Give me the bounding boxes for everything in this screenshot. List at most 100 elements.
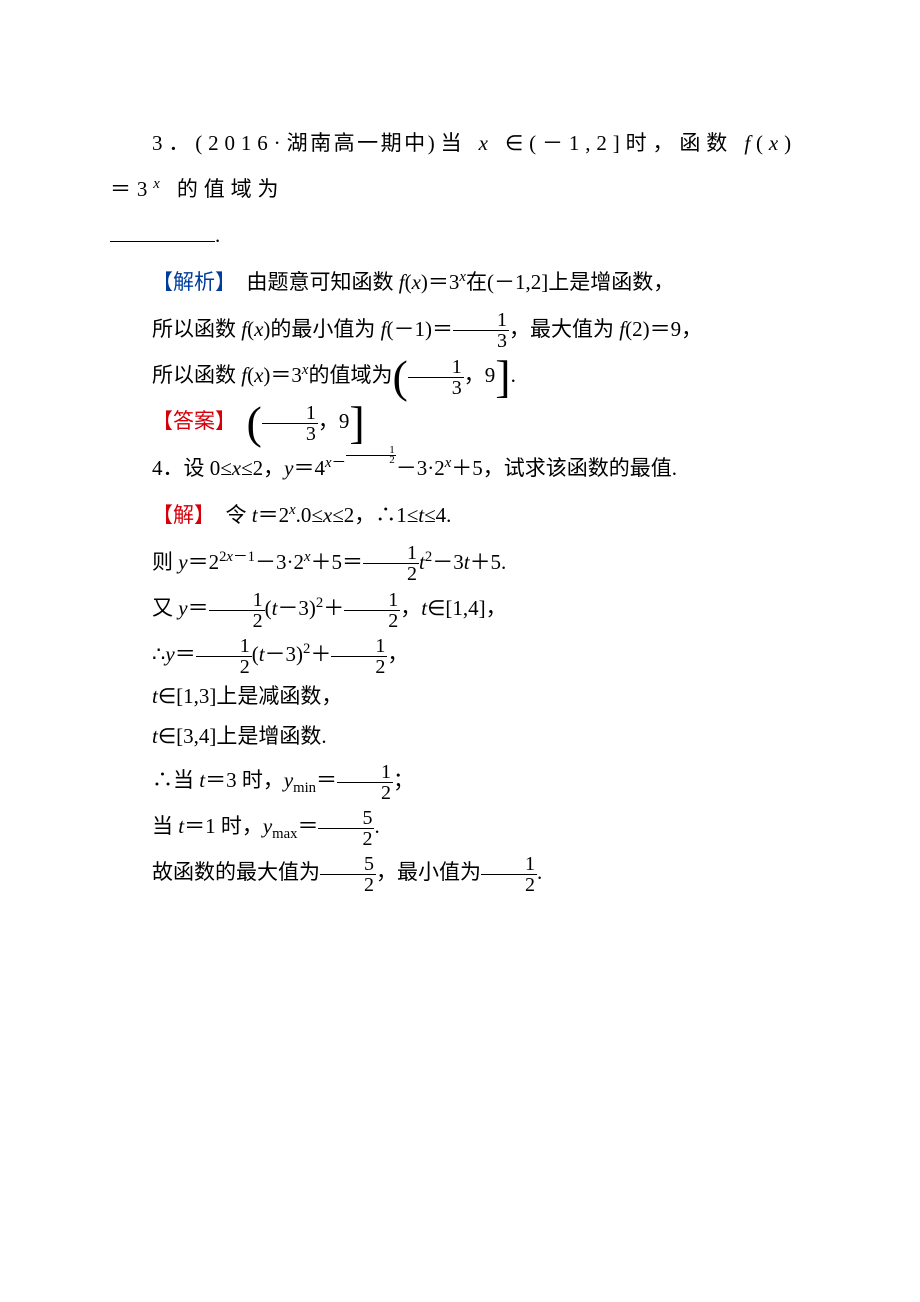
p4s2-p5: ＋5. xyxy=(470,550,507,574)
ans-comma: ， xyxy=(318,409,339,433)
frac-5-2b: 52 xyxy=(320,854,376,895)
p3a2-rp: )的最小值为 xyxy=(263,317,380,341)
rbracket-big: ] xyxy=(495,351,510,402)
p3-src-post: ) xyxy=(428,131,441,155)
p4s3-comma: ， xyxy=(400,596,421,620)
p3a1-seg1: 由题意可知函数 xyxy=(247,270,399,294)
p4s1-dot: .0≤ xyxy=(296,503,323,527)
p4s1-therefore: ∴1≤ xyxy=(375,503,418,527)
p4s2-rest: －3 xyxy=(432,550,464,574)
p4s8-y: y xyxy=(263,814,272,838)
p4-sol-5: t∈[1,3]上是减函数， xyxy=(110,677,810,717)
p4-sol-4: ∴y＝12(t－3)2＋12， xyxy=(110,631,810,677)
p4-sol-6: t∈[3,4]上是增函数. xyxy=(110,717,810,757)
p4-mid: －3·2 xyxy=(396,456,445,480)
p4s1-eq: ＝2 xyxy=(258,503,290,527)
p3-src: 湖南高一期中 xyxy=(287,131,428,155)
p4s2-eq: ＝2 xyxy=(188,550,220,574)
p4s7-sub: min xyxy=(293,780,316,796)
p4s7-eq3: ＝3 时， xyxy=(205,768,284,792)
p3a3-rp: )＝3 xyxy=(263,363,302,387)
p4-plus5: ＋5，试求该函数的最值. xyxy=(451,456,677,480)
p4-le: ≤2， xyxy=(241,456,284,480)
p4s8-eq1: ＝1 时， xyxy=(184,814,263,838)
p4s1-seg: 令 xyxy=(226,503,252,527)
p4s4-y: y xyxy=(165,642,174,666)
p3a3-seg2: 的值域为 xyxy=(308,363,392,387)
p4s3-eq: ＝ xyxy=(188,596,209,620)
p3-tail: 的值域为 xyxy=(177,177,285,201)
p4-sol-8: 当 t＝1 时，ymax＝52. xyxy=(110,803,810,849)
p4s2-y: y xyxy=(178,550,187,574)
p3-sup: x xyxy=(153,176,165,192)
p3-analysis-2: 所以函数 f(x)的最小值为 f(－1)＝13，最大值为 f(2)＝9， xyxy=(110,306,810,352)
fill-blank-line xyxy=(110,239,215,242)
p4s1-x: x xyxy=(323,503,332,527)
p3-when: 当 xyxy=(441,131,468,155)
frac-half-a: 12 xyxy=(363,543,419,584)
page: 3．(2016·湖南高一期中)当 x ∈(－1,2]时，函数 f(x)＝3x 的… xyxy=(0,0,920,1302)
p4s4-eq: ＝ xyxy=(175,642,196,666)
p3a3-seg1: 所以函数 xyxy=(152,363,241,387)
p4s1-le2: ≤2， xyxy=(332,503,375,527)
p3-xv: x xyxy=(769,131,784,155)
p4s4-therefore: ∴ xyxy=(152,642,165,666)
p4s2-plus5: ＋5＝ xyxy=(311,550,364,574)
p4s8-sub: max xyxy=(272,826,297,842)
p4s2-seg: 则 xyxy=(152,550,178,574)
frac-half-b: 12 xyxy=(209,590,265,631)
p3a1-x: x xyxy=(412,270,421,294)
p4-sol-3: 又 y＝12(t－3)2＋12，t∈[1,4]， xyxy=(110,585,810,631)
p3a1-rp: )＝3 xyxy=(421,270,460,294)
p3-f: f xyxy=(744,131,756,155)
p3a3-period: . xyxy=(511,363,516,387)
frac-half-f: 12 xyxy=(337,762,393,803)
p4s8-period: . xyxy=(374,814,379,838)
p4s7-y: y xyxy=(284,768,293,792)
p3-period: . xyxy=(215,223,220,247)
p3a2-seg1: 所以函数 xyxy=(152,317,241,341)
p3a2-seg2: ，最大值为 xyxy=(509,317,619,341)
p3a1-lp: ( xyxy=(405,270,412,294)
p4s7-eq: ＝ xyxy=(316,768,337,792)
frac-5-2a: 52 xyxy=(318,808,374,849)
p4s7-semi: ； xyxy=(393,768,414,792)
p3-src-pre: (2016· xyxy=(195,131,286,155)
p4-x1: x xyxy=(232,456,241,480)
p4s9-period: . xyxy=(537,860,542,884)
label-answer: 【答案】 xyxy=(152,410,226,433)
p4s4-m3: －3) xyxy=(265,642,304,666)
ans-nine: 9 xyxy=(339,409,350,433)
p3a3-nine: 9 xyxy=(485,363,496,387)
p4s4-plus: ＋ xyxy=(310,642,331,666)
p4s9-seg1: 故函数的最大值为 xyxy=(152,860,320,884)
p3-interval: (－1,2] xyxy=(529,131,626,155)
sup-half: 12 xyxy=(346,446,396,467)
p4s4-comma: ， xyxy=(387,642,408,666)
label-analysis: 【解析】 xyxy=(152,271,226,294)
p4s3-in: ∈[1,4]， xyxy=(427,596,507,620)
p4s8-seg: 当 xyxy=(152,814,178,838)
p4s3-plus: ＋ xyxy=(323,596,344,620)
p4s3-seg: 又 xyxy=(152,596,178,620)
ans-frac-1-3: 13 xyxy=(262,403,318,444)
p3-question-line1: 3．(2016·湖南高一期中)当 x ∈(－1,2]时，函数 f(x)＝3x 的… xyxy=(110,120,810,212)
p4-question: 4．设 0≤x≤2，y＝4x－12－3·2x＋5，试求该函数的最值. xyxy=(110,445,810,491)
ans-rbracket-big: ] xyxy=(349,397,364,448)
frac-half-d: 12 xyxy=(196,636,252,677)
p4s6-seg: ∈[3,4]上是增函数. xyxy=(158,724,327,748)
p3a2-lp2: (－1)＝ xyxy=(387,317,454,341)
p4-eq: ＝4 xyxy=(293,456,325,480)
p3-number: 3 xyxy=(152,131,168,155)
label-solution: 【解】 xyxy=(152,504,205,527)
p4s3-lp: ( xyxy=(265,596,272,620)
p4-sol-9: 故函数的最大值为52，最小值为12. xyxy=(110,849,810,895)
p3-lp: ( xyxy=(756,131,769,155)
p4s2-supm1: －1 xyxy=(233,549,255,565)
frac-half-e: 12 xyxy=(331,636,387,677)
frac-half-g: 12 xyxy=(481,854,537,895)
frac-half-c: 12 xyxy=(344,590,400,631)
p3-in: ∈ xyxy=(505,131,529,155)
p4s5-seg: ∈[1,3]上是减函数， xyxy=(158,684,343,708)
p3a1-seg2: 在(－1,2]上是增函数， xyxy=(466,270,674,294)
